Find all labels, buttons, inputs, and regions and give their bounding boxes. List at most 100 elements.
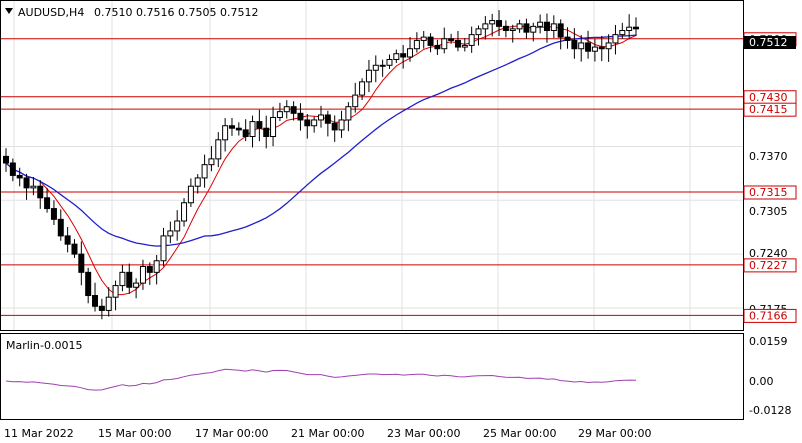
candle-body [167, 230, 174, 237]
candle-body [160, 235, 167, 262]
candle-body [297, 112, 304, 121]
candle-body [496, 20, 503, 27]
candle-body [345, 106, 352, 121]
candle-body [359, 81, 366, 96]
horizontal-levels[interactable] [1, 38, 743, 316]
time-tick-label: 17 Mar 00:00 [195, 427, 268, 440]
candle-body [509, 28, 516, 32]
candle-body [407, 48, 414, 58]
time-tick-label: 23 Mar 00:00 [387, 427, 460, 440]
candle-body [516, 23, 523, 30]
candle-body [16, 174, 23, 179]
candle-body [3, 155, 9, 164]
candle-body [215, 139, 222, 160]
candle-body [420, 36, 427, 41]
candle-body [523, 23, 530, 33]
candle-body [413, 39, 420, 50]
candle-body [146, 266, 153, 273]
candle-body [208, 158, 215, 166]
candle-body [612, 34, 619, 44]
level-tag [743, 258, 797, 273]
candle-body [475, 28, 482, 36]
candle-body [37, 185, 44, 199]
candle-body [591, 46, 598, 52]
candle-body [585, 42, 592, 52]
time-axis: 11 Mar 2022 15 Mar 00:00 17 Mar 00:00 21… [4, 427, 651, 440]
symbol-label: AUDUSD,H4 [18, 6, 84, 19]
candle-body [318, 114, 324, 121]
candle-body [400, 53, 407, 58]
candle-body [153, 260, 160, 273]
candle-body [393, 53, 400, 60]
level-label: 0.7166 [749, 309, 788, 322]
level-tag [743, 102, 797, 117]
candle-body [242, 129, 249, 138]
indicator-pane-frame [0, 333, 744, 420]
candle-body [105, 296, 112, 311]
osc-tick-label: 0.00 [749, 375, 774, 388]
candle-body [578, 42, 585, 50]
candle-body [71, 243, 78, 255]
candle-body [126, 271, 133, 288]
candle-body [44, 197, 51, 210]
candlesticks [3, 10, 639, 320]
candle-body [537, 21, 544, 27]
candle-body [571, 39, 578, 50]
candle-body [194, 177, 201, 187]
price-tick-label: 0.7370 [749, 150, 788, 163]
candle-body [235, 127, 242, 131]
level-label: 0.7415 [749, 103, 788, 116]
candle-body [427, 36, 434, 46]
candle-body [78, 253, 85, 273]
candle-body [228, 125, 235, 129]
candle-body [324, 114, 331, 124]
candle-body [290, 106, 297, 114]
candle-body [619, 30, 626, 36]
candle-body [386, 58, 393, 66]
candle-body [85, 271, 92, 297]
candle-body [249, 121, 256, 138]
time-tick-label: 15 Mar 00:00 [98, 427, 171, 440]
candle-body [502, 25, 509, 32]
indicator-name: Marlin [6, 339, 40, 352]
candle-body [201, 164, 208, 179]
candle-body [598, 46, 605, 50]
current-price-tag [744, 36, 796, 49]
candle-body [9, 162, 16, 176]
candle-body [174, 220, 181, 232]
candle-body [448, 38, 455, 41]
candle-body [338, 119, 345, 131]
candle-body [557, 23, 564, 38]
osc-tick-label: -0.0128 [749, 404, 791, 417]
price-axis: 0.7370 0.7305 0.7240 0.7175 [749, 150, 788, 316]
candle-body [304, 119, 311, 127]
slow-moving-average [5, 34, 637, 247]
candle-body [187, 185, 194, 204]
candle-body [626, 26, 633, 32]
candle-body [112, 285, 119, 298]
candle-body [441, 38, 448, 50]
candle-body [283, 106, 290, 113]
candle-body [263, 127, 270, 138]
candle-body [276, 111, 283, 118]
chevron-down-icon[interactable] [5, 8, 13, 14]
indicator-value: -0.0015 [40, 339, 82, 352]
candle-body [331, 122, 338, 131]
candle-body [92, 295, 99, 307]
candle-body [139, 266, 146, 284]
level-label: 0.7227 [749, 259, 788, 272]
candle-body [461, 44, 468, 48]
ohlc-readout: 0.7510 0.7516 0.7505 0.7512 [94, 6, 258, 19]
osc-tick-label: 0.0159 [749, 335, 788, 348]
candle-body [311, 119, 318, 127]
candle-body [482, 23, 489, 30]
candle-body [564, 36, 571, 41]
candle-body [270, 116, 277, 138]
candle-body [98, 305, 105, 311]
price-tick-label: 0.7305 [749, 205, 788, 218]
candle-body [633, 26, 639, 30]
candle-body [119, 271, 126, 287]
